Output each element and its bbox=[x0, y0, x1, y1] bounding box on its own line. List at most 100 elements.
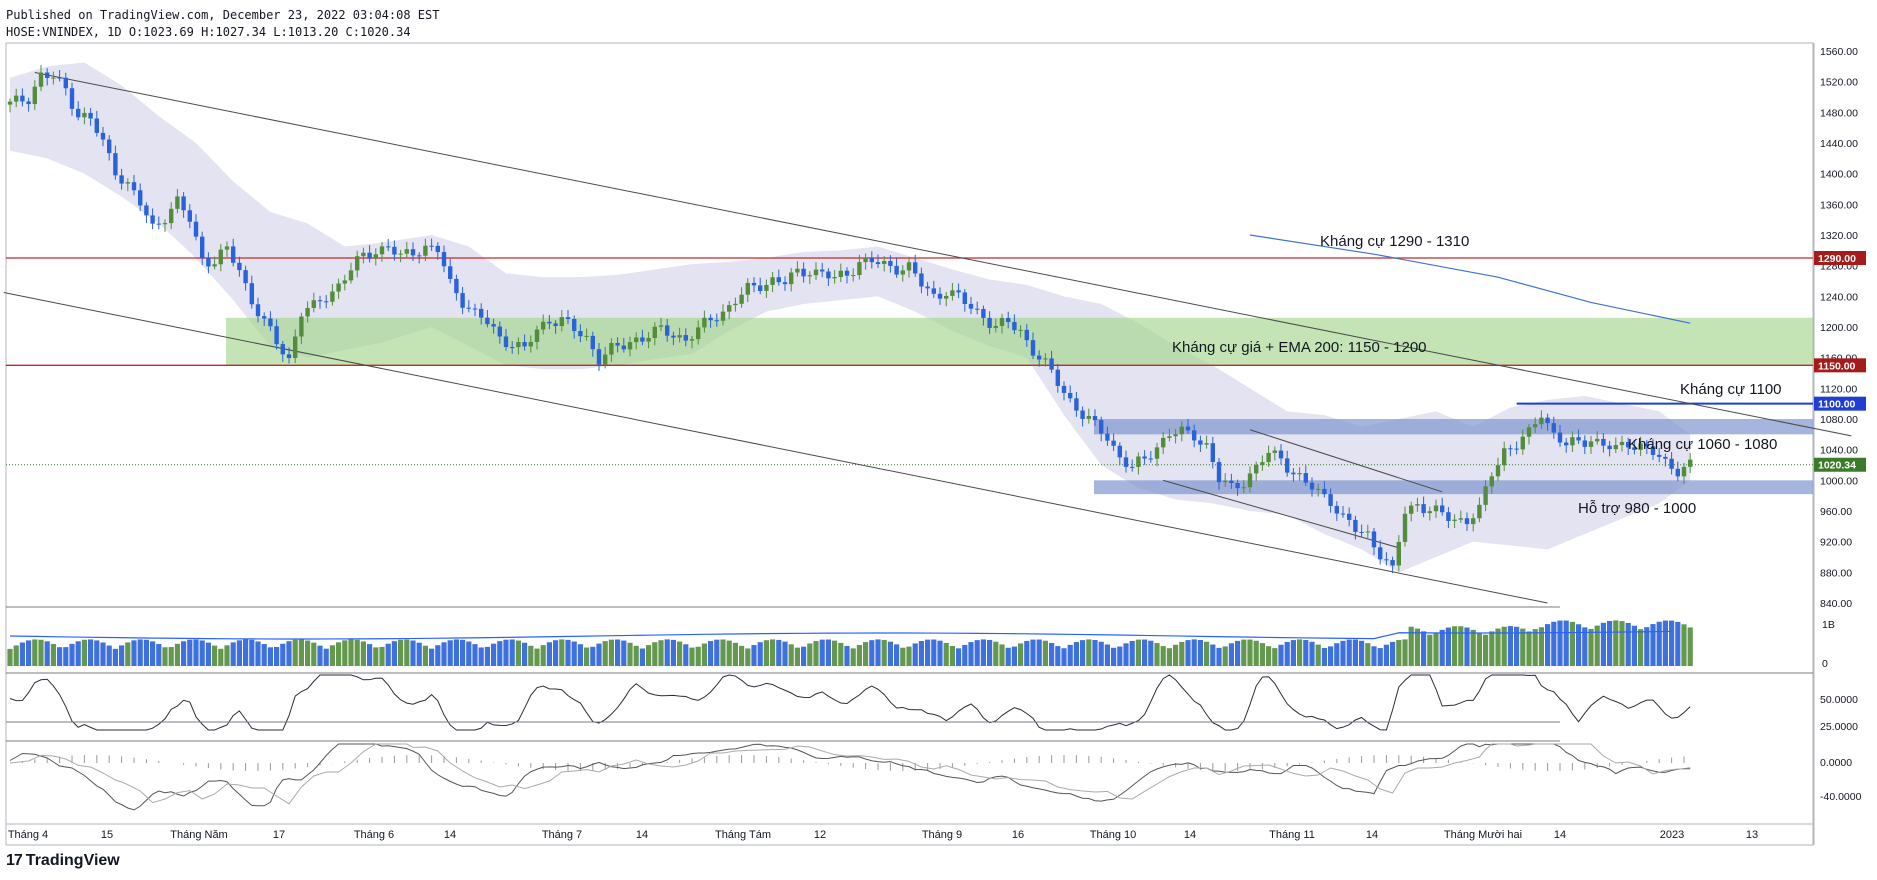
volume-bar bbox=[584, 647, 590, 666]
volume-bar bbox=[162, 647, 168, 666]
time-tick-label: 14 bbox=[444, 829, 456, 841]
price-tick-label: 1560.00 bbox=[1820, 46, 1858, 58]
candle-body bbox=[751, 282, 757, 286]
candle-body bbox=[1117, 445, 1122, 458]
volume-bar bbox=[472, 644, 478, 666]
candle-body bbox=[1241, 487, 1246, 489]
candle-body bbox=[1223, 480, 1228, 483]
time-tick-label: 14 bbox=[1184, 829, 1196, 841]
volume-bar bbox=[50, 643, 56, 666]
candle-body bbox=[392, 246, 397, 255]
candle-body bbox=[138, 190, 143, 206]
candle-body bbox=[280, 344, 285, 355]
volume-bar bbox=[1049, 642, 1055, 666]
price-badge-label: 1150.00 bbox=[1818, 360, 1856, 372]
candle-body bbox=[925, 286, 930, 289]
volume-bar bbox=[1433, 633, 1439, 666]
candle-body bbox=[249, 283, 254, 305]
candle-body bbox=[1483, 486, 1488, 505]
volume-bar bbox=[1421, 631, 1427, 666]
candle-body bbox=[38, 72, 44, 87]
candle-body bbox=[1322, 488, 1327, 495]
volume-bar bbox=[850, 648, 856, 666]
candle-body bbox=[417, 255, 422, 257]
candle-body bbox=[553, 323, 558, 327]
volume-bar bbox=[1470, 629, 1476, 666]
candle-body bbox=[789, 272, 794, 285]
volume-bar bbox=[1464, 627, 1470, 666]
candle-body bbox=[609, 342, 614, 355]
candle-body bbox=[94, 118, 99, 133]
volume-bar bbox=[701, 643, 707, 666]
volume-bar bbox=[1129, 640, 1135, 666]
volume-bar bbox=[174, 643, 180, 666]
annotation-label: Kháng cự 1060 - 1080 bbox=[1628, 436, 1777, 453]
candle-body bbox=[1099, 420, 1104, 434]
price-badge bbox=[1814, 358, 1866, 373]
volume-bar bbox=[608, 639, 614, 666]
volume-bar bbox=[274, 646, 280, 666]
candle-body bbox=[1130, 466, 1135, 468]
candle-body bbox=[1626, 441, 1631, 448]
candle-body bbox=[993, 325, 998, 328]
volume-bar bbox=[218, 648, 224, 666]
volume-bar bbox=[993, 641, 999, 666]
candle-body bbox=[1347, 513, 1352, 520]
volume-bar bbox=[1334, 643, 1340, 666]
volume-bar bbox=[670, 639, 676, 666]
volume-bar bbox=[1476, 633, 1482, 666]
volume-bar bbox=[708, 641, 714, 666]
volume-bar bbox=[193, 639, 199, 666]
volume-bar bbox=[887, 641, 893, 666]
candle-body bbox=[1663, 456, 1668, 459]
candle-body bbox=[193, 221, 199, 237]
volume-bar bbox=[553, 640, 559, 666]
candle-body bbox=[1353, 519, 1358, 532]
volume-bar bbox=[94, 640, 100, 666]
volume-bar bbox=[13, 645, 19, 666]
candle-body bbox=[1123, 457, 1129, 467]
volume-bar bbox=[460, 639, 466, 666]
volume-bar bbox=[1526, 631, 1532, 666]
candle-body bbox=[1458, 518, 1463, 520]
volume-bar bbox=[596, 643, 602, 666]
candle-body bbox=[1545, 417, 1550, 424]
volume-bar bbox=[1067, 644, 1073, 666]
candle-body bbox=[1508, 448, 1513, 450]
rsi-axis-label: 50.0000 bbox=[1820, 694, 1858, 706]
volume-bar bbox=[298, 639, 304, 666]
volume-bar bbox=[863, 642, 869, 666]
candle-body bbox=[131, 182, 137, 191]
volume-bar bbox=[912, 643, 918, 666]
volume-bar bbox=[925, 639, 931, 666]
candle-body bbox=[200, 236, 205, 258]
candle-body bbox=[1080, 410, 1085, 419]
bollinger-band bbox=[10, 62, 1691, 573]
candle-body bbox=[1378, 547, 1383, 560]
candle-body bbox=[516, 342, 521, 348]
volume-bar bbox=[1588, 628, 1594, 666]
candle-body bbox=[460, 293, 465, 308]
candle-body bbox=[1396, 541, 1401, 566]
candle-body bbox=[1433, 505, 1439, 512]
candle-body bbox=[317, 300, 323, 302]
volume-bar bbox=[695, 646, 701, 666]
volume-bar bbox=[1018, 643, 1024, 666]
candle-body bbox=[851, 275, 856, 277]
brand[interactable]: 17 TradingView bbox=[6, 852, 120, 870]
volume-bar bbox=[664, 639, 670, 666]
candle-body bbox=[1681, 466, 1687, 477]
volume-bar bbox=[1321, 647, 1327, 666]
candle-body bbox=[1260, 462, 1265, 465]
volume-bar bbox=[1111, 647, 1117, 666]
candle-body bbox=[51, 77, 56, 79]
price-tick-label: 1400.00 bbox=[1820, 169, 1858, 181]
volume-bar bbox=[1669, 620, 1675, 666]
volume-bar bbox=[794, 647, 800, 666]
candle-body bbox=[677, 335, 682, 338]
volume-bar bbox=[621, 640, 627, 666]
volume-bar bbox=[379, 646, 385, 666]
volume-bar bbox=[1148, 640, 1154, 666]
volume-bar bbox=[720, 639, 726, 666]
